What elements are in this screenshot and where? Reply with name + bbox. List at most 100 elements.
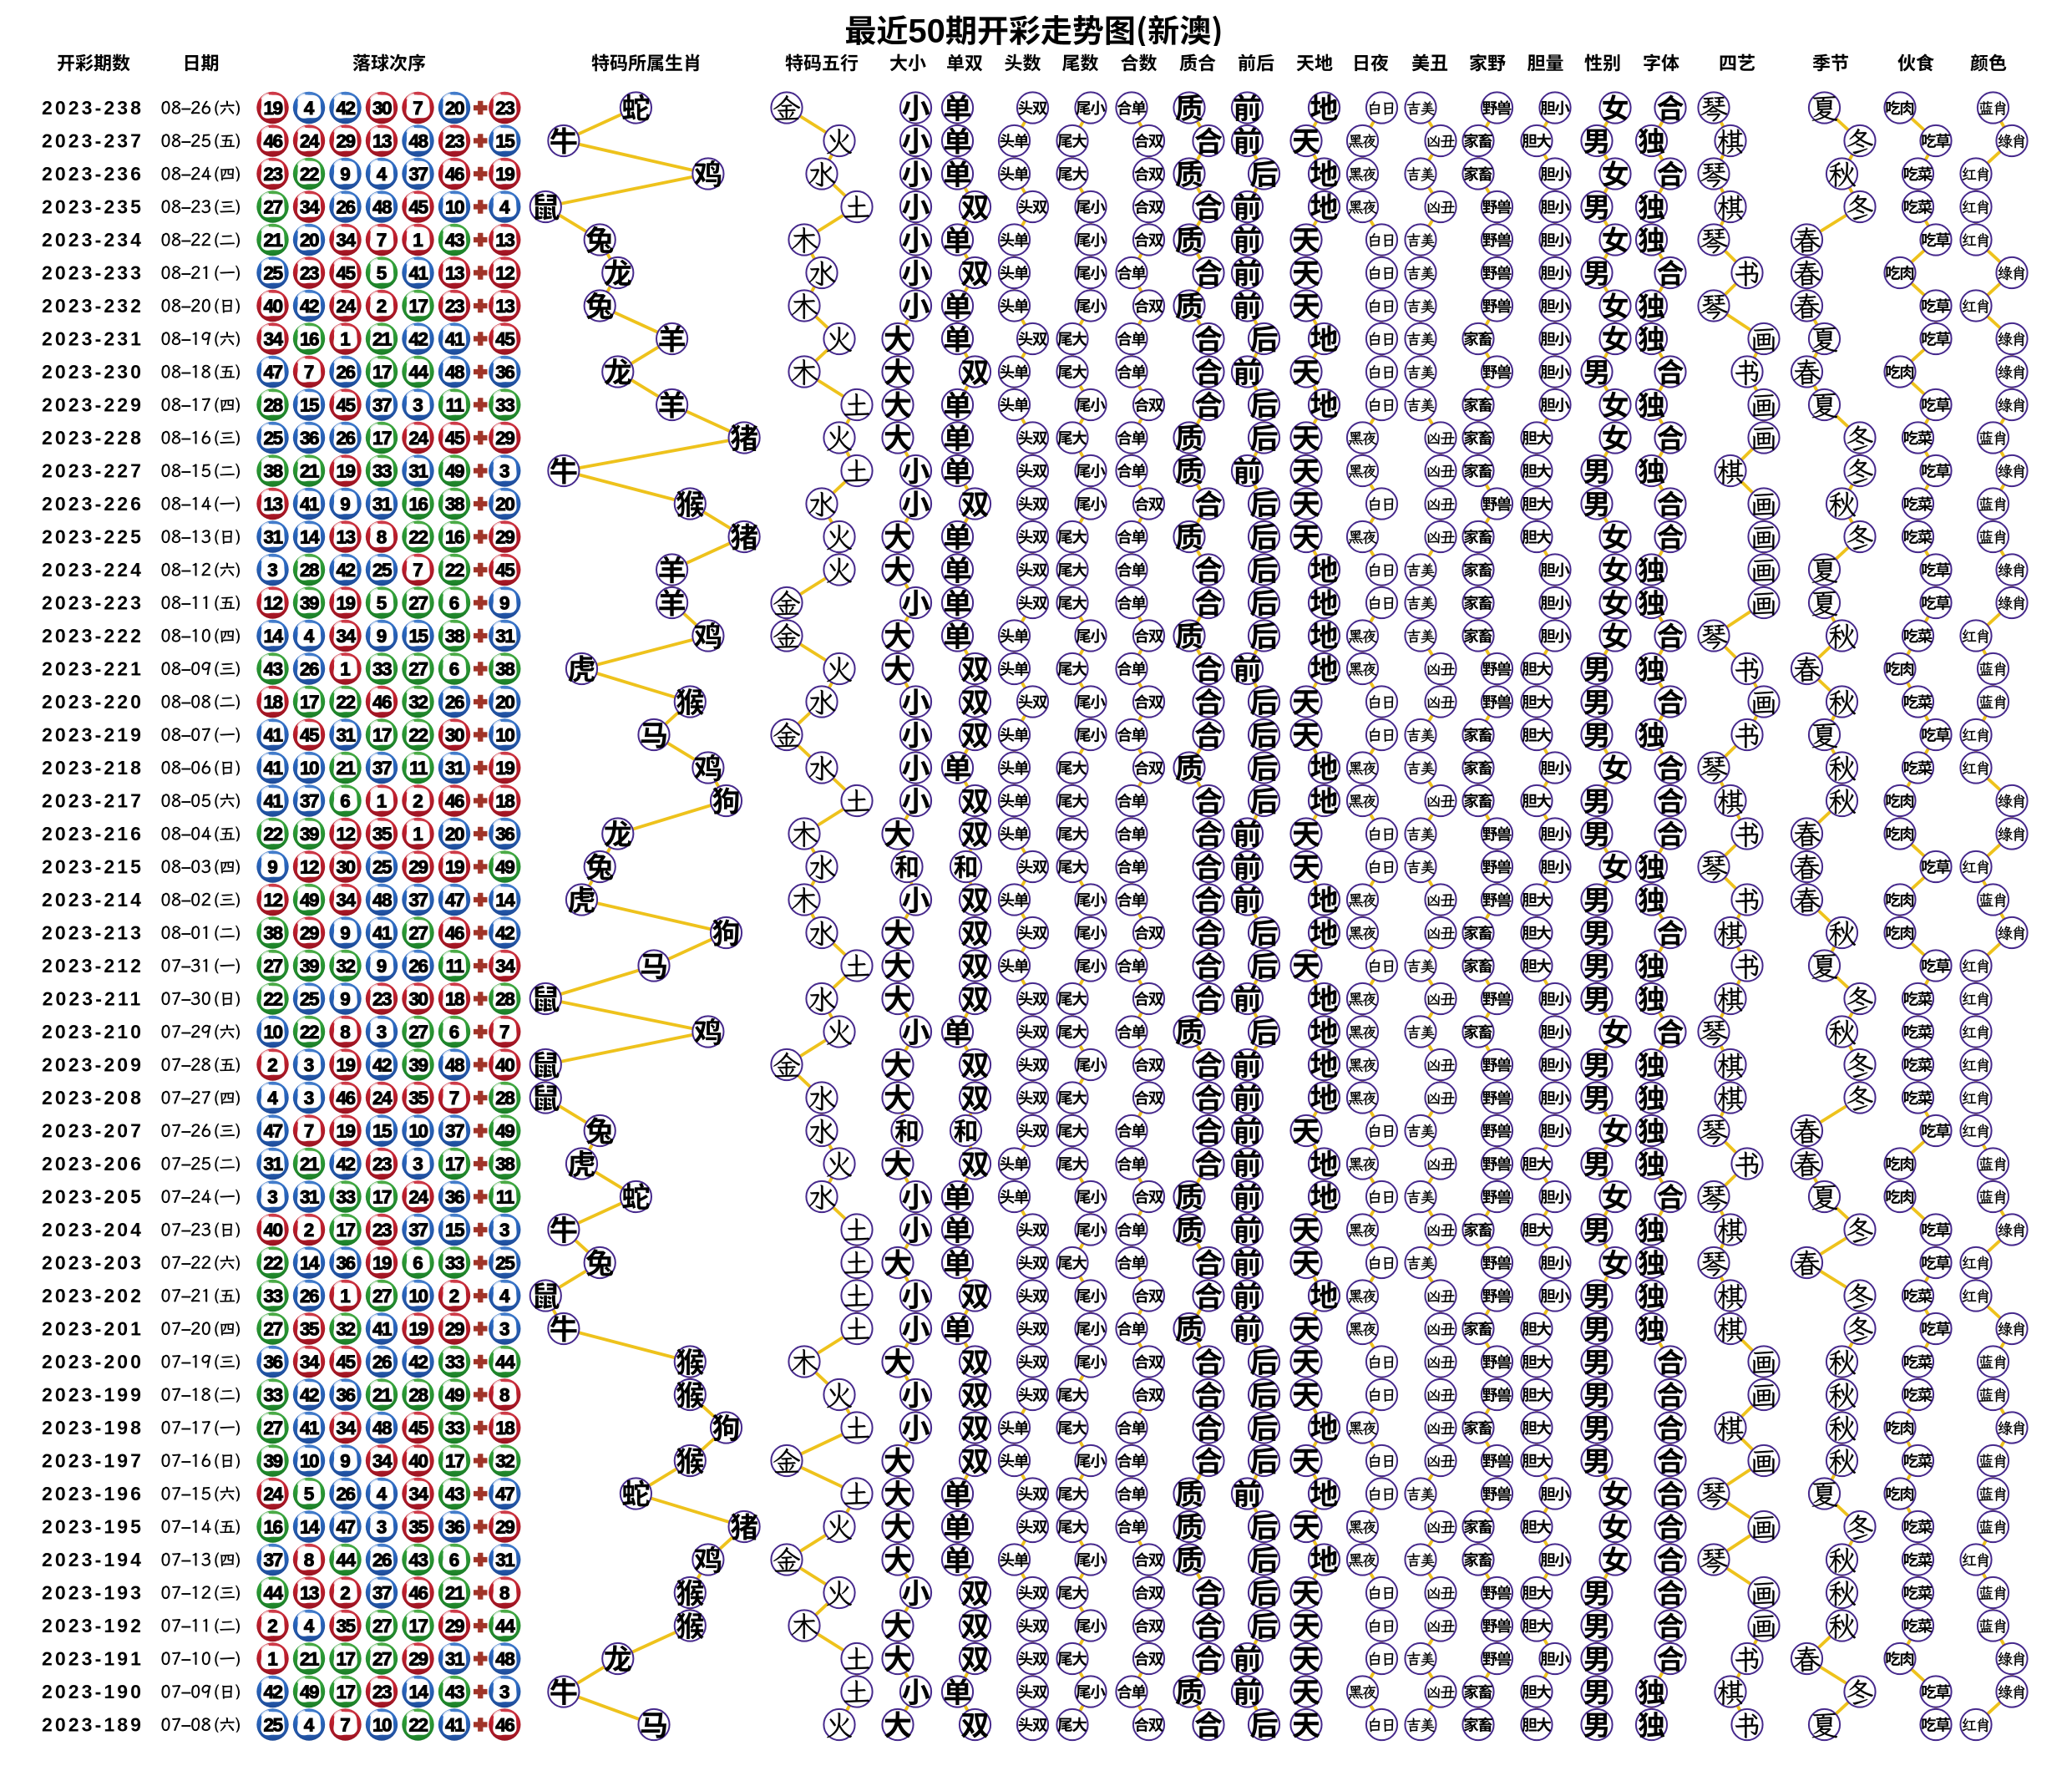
svg-text:39: 39 — [408, 1055, 428, 1076]
svg-text:21: 21 — [300, 1649, 319, 1670]
svg-text:14: 14 — [300, 1253, 320, 1274]
svg-text:27: 27 — [408, 593, 428, 614]
svg-text:2023-228: 2023-228 — [42, 427, 144, 449]
svg-text:45: 45 — [495, 560, 514, 581]
svg-text:2023-212: 2023-212 — [42, 955, 144, 977]
svg-text:44: 44 — [495, 1616, 515, 1636]
svg-text:15: 15 — [445, 1220, 464, 1241]
svg-text:49: 49 — [445, 1385, 464, 1406]
svg-text:33: 33 — [445, 1352, 464, 1373]
svg-text:29: 29 — [445, 1319, 464, 1340]
svg-text:29: 29 — [495, 1517, 514, 1538]
svg-text:26: 26 — [336, 362, 355, 383]
svg-text:21: 21 — [445, 1583, 464, 1604]
svg-text:26: 26 — [372, 1550, 392, 1570]
svg-text:28: 28 — [263, 395, 282, 416]
svg-text:2023-197: 2023-197 — [42, 1450, 144, 1472]
svg-text:24: 24 — [372, 1088, 393, 1109]
svg-text:2023-237: 2023-237 — [42, 130, 144, 152]
svg-text:34: 34 — [372, 1451, 393, 1472]
svg-text:41: 41 — [300, 1418, 319, 1438]
svg-text:10: 10 — [495, 725, 514, 746]
svg-text:37: 37 — [300, 791, 319, 812]
svg-text:37: 37 — [408, 890, 428, 911]
svg-text:2023-207: 2023-207 — [42, 1120, 144, 1142]
svg-text:11: 11 — [446, 956, 464, 977]
svg-text:1: 1 — [340, 1286, 351, 1307]
svg-text:3: 3 — [499, 1682, 510, 1702]
svg-text:4: 4 — [304, 1715, 315, 1736]
svg-text:2023-224: 2023-224 — [42, 559, 144, 581]
svg-text:33: 33 — [263, 1385, 282, 1406]
svg-text:13: 13 — [495, 296, 514, 317]
svg-text:21: 21 — [300, 1154, 319, 1175]
svg-text:39: 39 — [300, 956, 319, 977]
svg-text:45: 45 — [336, 263, 355, 284]
svg-text:31: 31 — [263, 1154, 282, 1175]
svg-text:12: 12 — [263, 890, 282, 911]
svg-text:24: 24 — [300, 131, 320, 152]
svg-text:14: 14 — [263, 626, 283, 647]
svg-text:19: 19 — [445, 857, 464, 878]
svg-text:26: 26 — [336, 1484, 355, 1504]
svg-text:2023-223: 2023-223 — [42, 592, 144, 614]
svg-text:4: 4 — [499, 1286, 510, 1307]
svg-text:21: 21 — [263, 230, 282, 251]
svg-text:26: 26 — [300, 659, 319, 680]
svg-text:10: 10 — [408, 1121, 428, 1142]
svg-text:45: 45 — [495, 329, 514, 350]
svg-text:22: 22 — [408, 1715, 428, 1736]
svg-text:2: 2 — [304, 1220, 315, 1241]
svg-text:20: 20 — [445, 98, 464, 119]
svg-text:18: 18 — [445, 989, 464, 1010]
svg-text:34: 34 — [336, 626, 356, 647]
svg-text:6: 6 — [449, 659, 460, 680]
svg-text:27: 27 — [263, 197, 282, 218]
svg-text:10: 10 — [300, 758, 319, 779]
svg-text:17: 17 — [408, 1616, 428, 1636]
svg-text:13: 13 — [372, 131, 392, 152]
svg-text:2023-225: 2023-225 — [42, 526, 144, 548]
svg-text:30: 30 — [336, 857, 355, 878]
svg-text:49: 49 — [300, 1682, 319, 1702]
svg-text:38: 38 — [445, 494, 464, 515]
svg-text:48: 48 — [445, 1055, 464, 1076]
svg-text:46: 46 — [495, 1715, 514, 1736]
svg-text:31: 31 — [263, 527, 282, 548]
svg-text:2023-214: 2023-214 — [42, 889, 144, 911]
svg-text:2023-211: 2023-211 — [43, 988, 144, 1010]
svg-text:3: 3 — [304, 1088, 315, 1109]
svg-text:17: 17 — [336, 1220, 355, 1241]
svg-text:20: 20 — [495, 692, 514, 713]
svg-text:36: 36 — [495, 362, 514, 383]
svg-text:2023-196: 2023-196 — [42, 1483, 144, 1504]
svg-text:20: 20 — [495, 494, 514, 515]
svg-text:4: 4 — [499, 197, 510, 218]
svg-text:1: 1 — [377, 791, 388, 812]
svg-text:49: 49 — [495, 1121, 514, 1142]
svg-text:34: 34 — [336, 1418, 356, 1438]
svg-text:21: 21 — [372, 1385, 392, 1406]
svg-text:1: 1 — [340, 659, 351, 680]
svg-text:25: 25 — [372, 560, 392, 581]
svg-text:23: 23 — [300, 263, 319, 284]
svg-text:18: 18 — [495, 791, 514, 812]
svg-text:21: 21 — [336, 758, 355, 779]
svg-text:12: 12 — [263, 593, 282, 614]
svg-text:3: 3 — [413, 1154, 423, 1175]
svg-text:7: 7 — [413, 560, 423, 581]
svg-text:30: 30 — [372, 98, 392, 119]
svg-text:26: 26 — [336, 428, 355, 449]
svg-text:19: 19 — [336, 593, 355, 614]
svg-text:43: 43 — [445, 1484, 464, 1504]
svg-text:13: 13 — [445, 263, 464, 284]
svg-text:7: 7 — [413, 98, 423, 119]
svg-text:2023-238: 2023-238 — [42, 97, 144, 119]
svg-text:22: 22 — [408, 725, 428, 746]
svg-text:26: 26 — [408, 956, 428, 977]
svg-text:2023-222: 2023-222 — [42, 625, 144, 647]
svg-text:17: 17 — [336, 1682, 355, 1702]
svg-text:10: 10 — [263, 1022, 282, 1043]
svg-text:10: 10 — [372, 1715, 392, 1736]
svg-text:3: 3 — [377, 1517, 388, 1538]
